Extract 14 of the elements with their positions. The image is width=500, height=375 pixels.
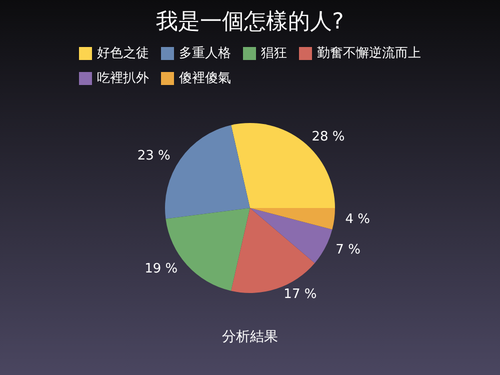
data-label: 28 % xyxy=(312,129,345,144)
data-label: 23 % xyxy=(137,148,170,164)
data-label: 17 % xyxy=(284,286,317,302)
legend-label: 猖狂 xyxy=(261,46,287,61)
data-label: 4 % xyxy=(345,212,370,228)
chart-title: 我是一個怎樣的人? xyxy=(156,10,344,34)
data-label: 7 % xyxy=(336,242,360,258)
text: 分析結果 xyxy=(222,329,278,345)
legend-label: 多重人格 xyxy=(179,46,231,61)
data-label: 19 % xyxy=(144,262,178,277)
legend-label: 好色之徒 xyxy=(97,46,149,61)
legend-label: 傻裡傻氣 xyxy=(179,71,231,86)
legend-label: 吃裡扒外 xyxy=(97,71,149,86)
legend-label: 勤奮不懈逆流而上 xyxy=(317,45,421,61)
